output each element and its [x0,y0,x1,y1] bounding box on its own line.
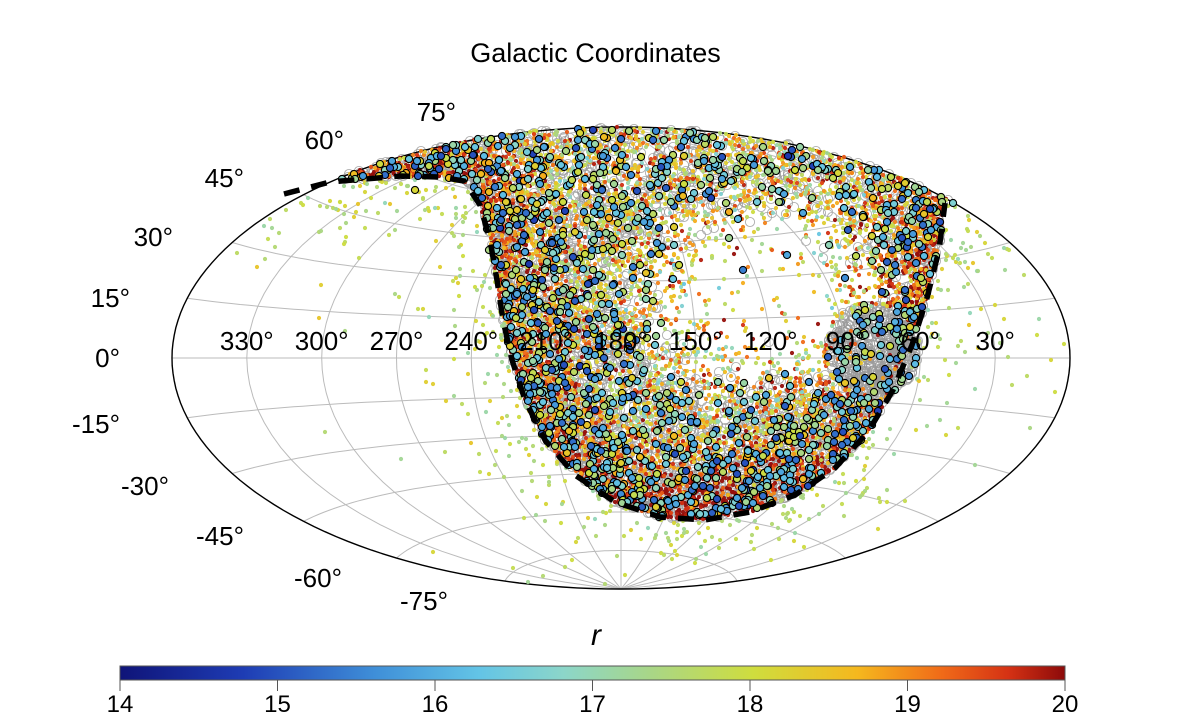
svg-text:-15°: -15° [72,409,120,439]
svg-text:300°: 300° [295,326,349,356]
svg-text:75°: 75° [417,97,456,127]
svg-text:15°: 15° [91,283,130,313]
svg-text:120°: 120° [744,326,798,356]
svg-text:330°: 330° [220,326,274,356]
svg-text:270°: 270° [370,326,424,356]
svg-text:60°: 60° [305,125,344,155]
svg-text:17: 17 [579,691,606,716]
svg-text:14: 14 [107,691,134,716]
svg-text:15: 15 [264,691,291,716]
svg-text:240°: 240° [444,326,498,356]
svg-text:45°: 45° [205,163,244,193]
svg-text:-30°: -30° [121,471,169,501]
svg-text:18: 18 [737,691,764,716]
svg-text:20: 20 [1052,691,1079,716]
svg-text:-45°: -45° [196,521,244,551]
svg-text:16: 16 [422,691,449,716]
svg-text:0°: 0° [95,343,120,373]
svg-text:-60°: -60° [294,563,342,593]
svg-text:30°: 30° [134,222,173,252]
svg-text:19: 19 [894,691,921,716]
svg-text:210°: 210° [519,326,573,356]
svg-text:30°: 30° [976,326,1015,356]
svg-text:90°: 90° [826,326,865,356]
svg-text:60°: 60° [901,326,940,356]
svg-text:180°: 180° [594,326,648,356]
svg-text:-75°: -75° [400,586,448,616]
svg-text:150°: 150° [669,326,723,356]
svg-text:r: r [591,619,602,652]
